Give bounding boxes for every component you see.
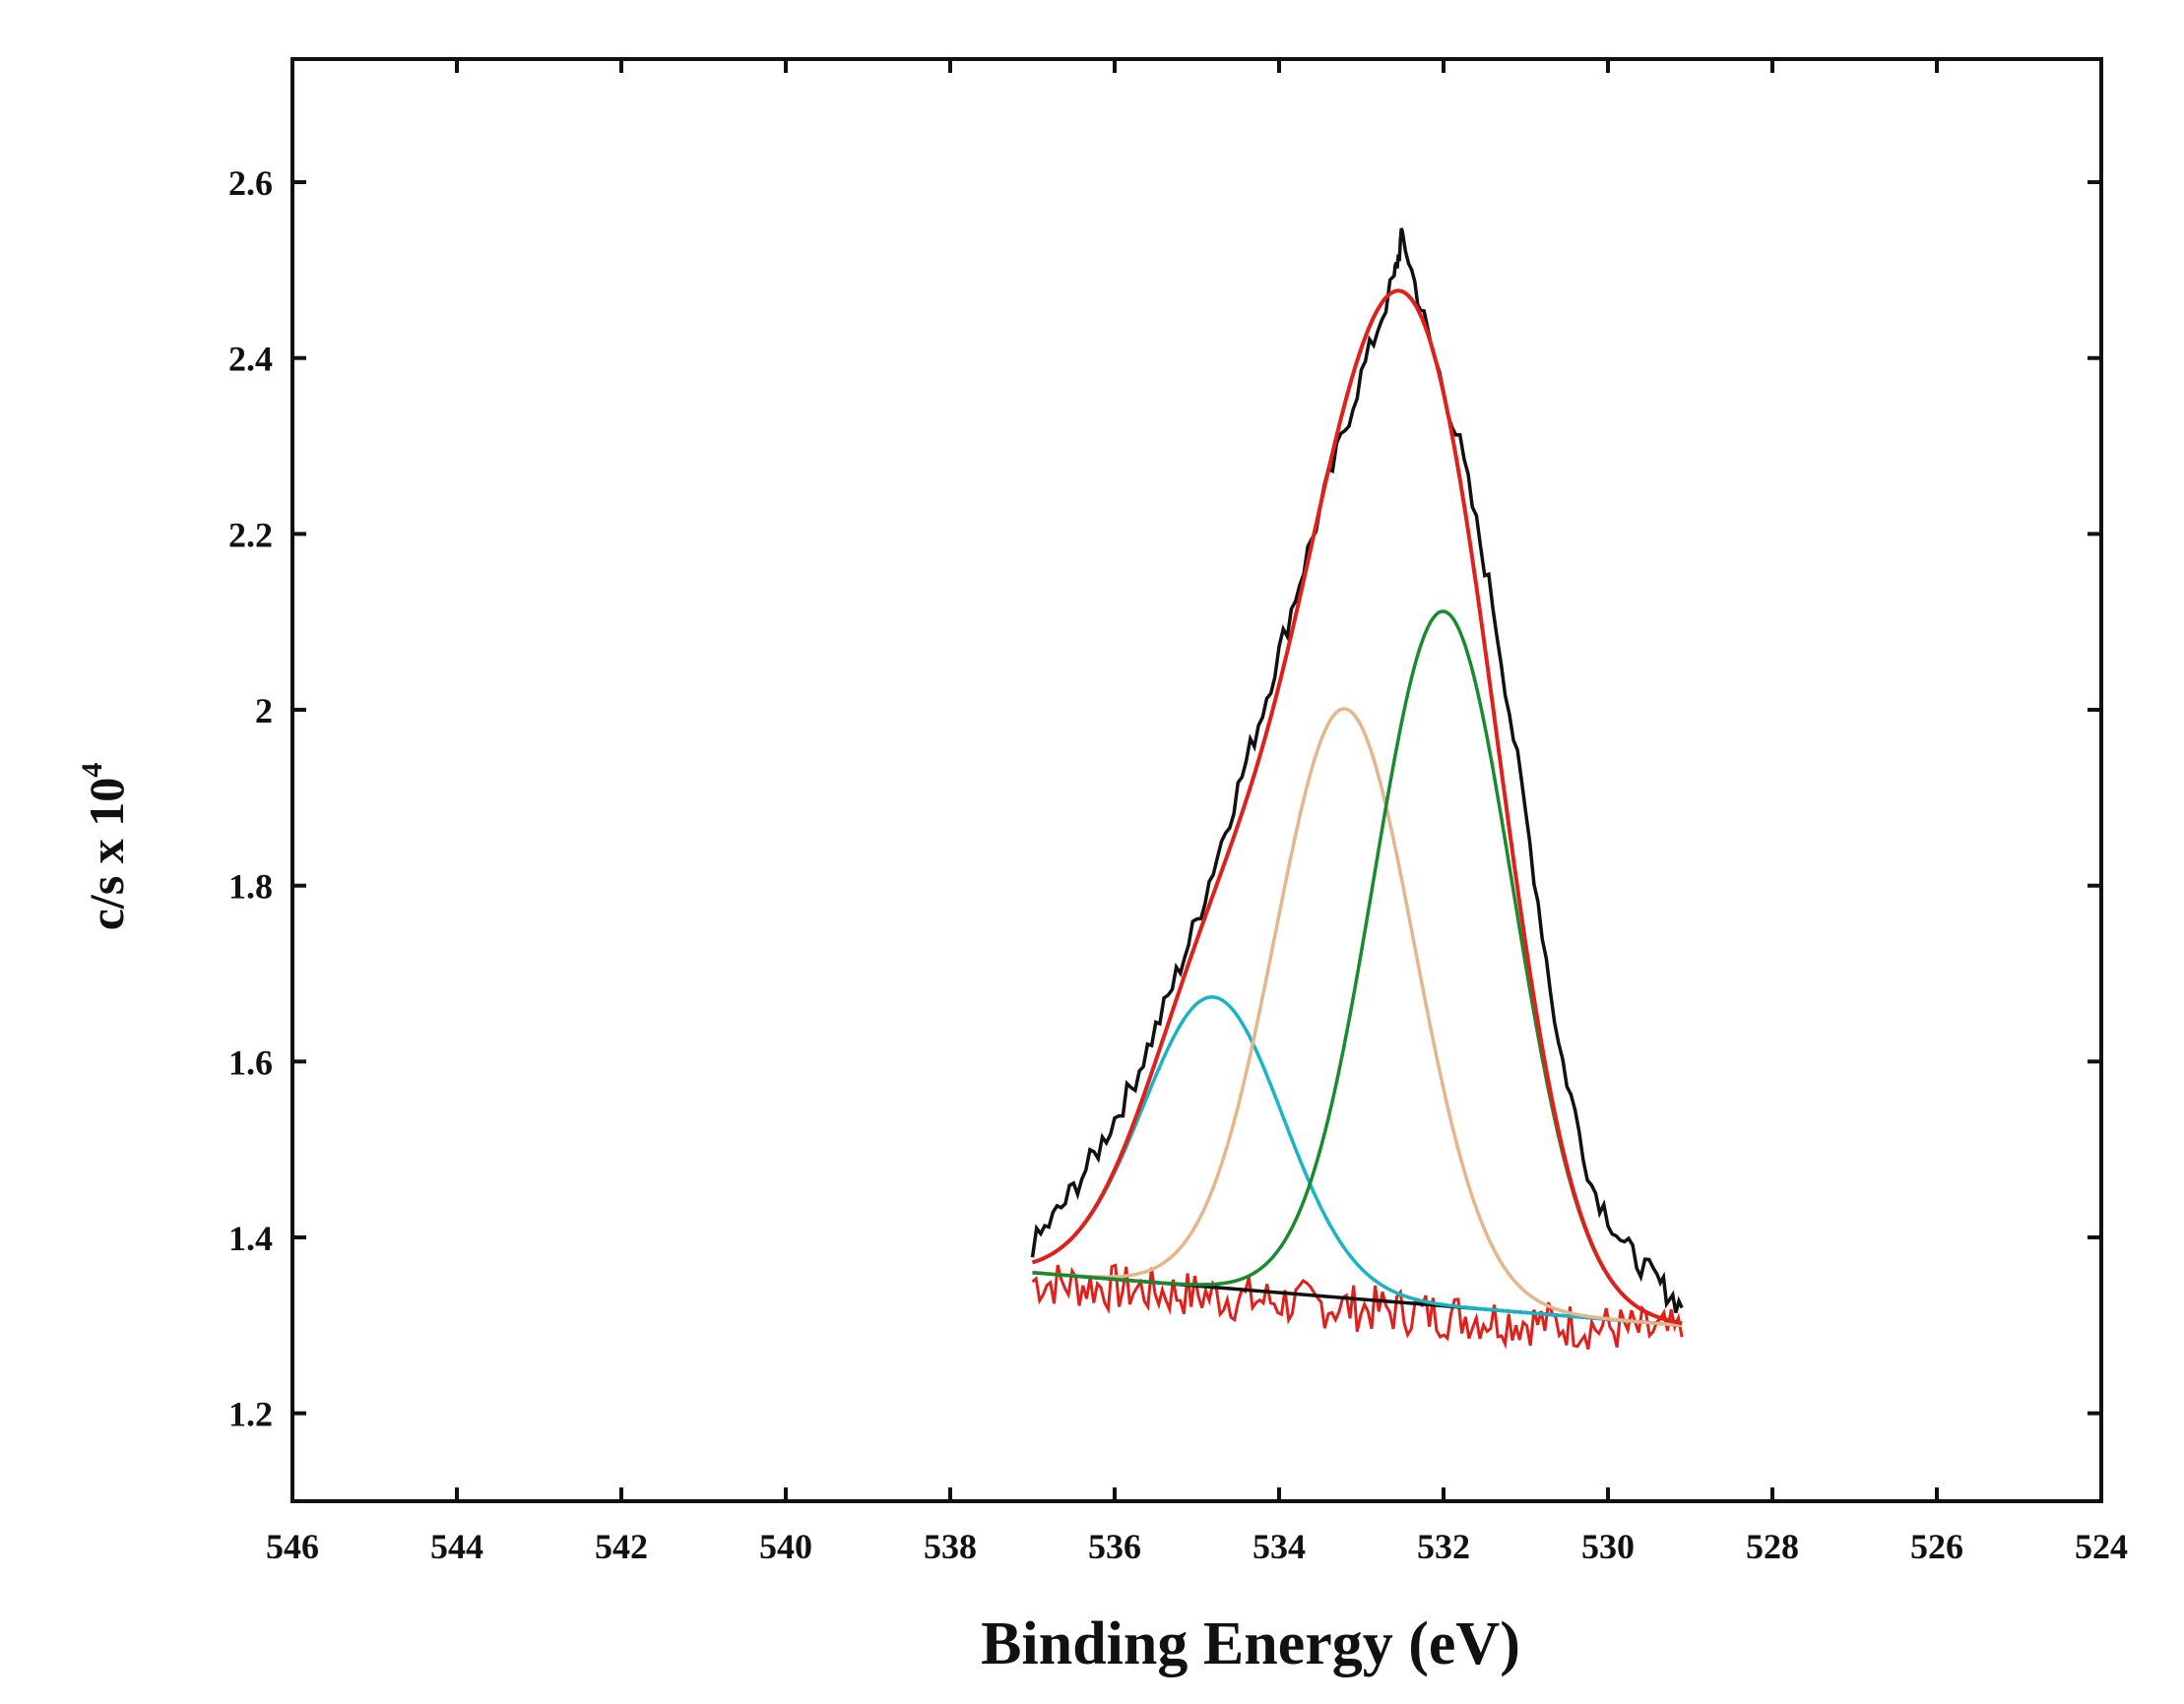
y-tick-label: 1.4 xyxy=(228,1219,273,1258)
y-tick-label: 1.6 xyxy=(228,1042,273,1082)
raw-data-line xyxy=(1030,227,1684,1313)
y-axis-label-main: c/s x 10 xyxy=(79,778,134,931)
x-tick-label: 532 xyxy=(1417,1527,1470,1566)
x-tick-label: 524 xyxy=(2075,1527,2128,1566)
x-tick-label: 542 xyxy=(595,1527,648,1566)
component-peak-2 xyxy=(1032,707,1683,1328)
y-tick-label: 2.6 xyxy=(228,163,273,203)
y-axis-label: c/s x 104 xyxy=(76,763,134,931)
y-tick-label: 2 xyxy=(255,691,273,730)
x-tick-label: 538 xyxy=(924,1527,977,1566)
x-tick-label: 546 xyxy=(266,1527,319,1566)
x-tick-label: 528 xyxy=(1746,1527,1799,1566)
y-axis-label-exponent: 4 xyxy=(76,763,108,778)
y-tick-label: 1.8 xyxy=(228,867,273,907)
y-tick-label: 2.2 xyxy=(228,515,273,554)
residual-line xyxy=(1031,1263,1684,1350)
series-layer xyxy=(1030,227,1684,1350)
x-tick-label: 544 xyxy=(430,1527,483,1566)
x-axis-ticks: 546 544 542 540 538 536 534 532 530 528 526 524 xyxy=(266,59,2128,1566)
y-axis-ticks: 1.2 1.4 1.6 1.8 2 2.2 2.4 2.6 xyxy=(228,163,2101,1434)
y-tick-label: 1.2 xyxy=(228,1395,273,1434)
x-tick-label: 526 xyxy=(1910,1527,1963,1566)
y-tick-label: 2.4 xyxy=(228,340,273,379)
x-axis-label: Binding Energy (eV) xyxy=(981,1610,1520,1677)
x-tick-label: 530 xyxy=(1581,1527,1635,1566)
x-tick-label: 540 xyxy=(759,1527,812,1566)
plot-frame xyxy=(290,57,2103,1503)
plot-area: 546 544 542 540 538 536 534 532 530 528 526 524 1.2… xyxy=(228,57,2128,1566)
component-peak-1 xyxy=(1031,995,1683,1328)
fit-envelope-line xyxy=(1031,288,1683,1326)
svg-text:c/s x 104: c/s x 104 xyxy=(76,763,134,931)
x-tick-label: 534 xyxy=(1253,1527,1306,1566)
x-tick-label: 536 xyxy=(1088,1527,1141,1566)
